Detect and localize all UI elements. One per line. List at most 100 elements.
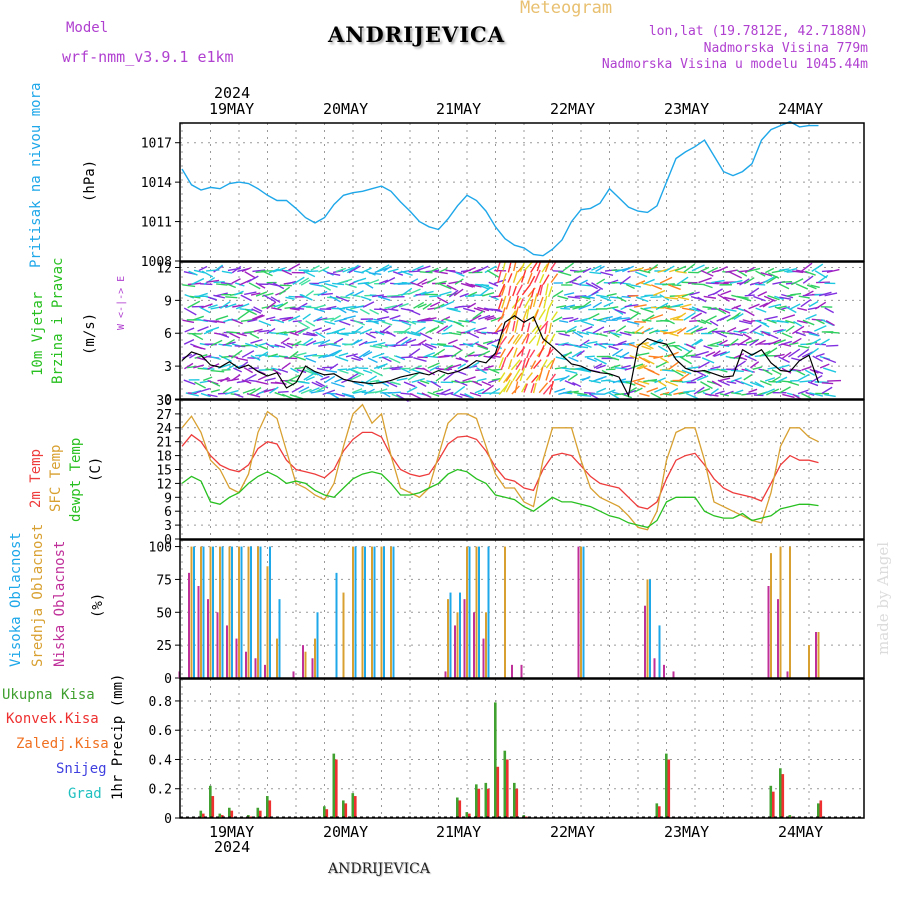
precip-frame — [179, 678, 865, 819]
wind-arrow — [593, 357, 607, 365]
cloud-low-bar — [577, 546, 580, 678]
wind-arrow — [331, 381, 345, 388]
wind-arrow — [264, 377, 276, 382]
wind-arrow — [671, 328, 682, 334]
wind-arrow — [240, 318, 255, 322]
wind-arrow — [260, 269, 273, 277]
cloud-mid-bar — [485, 612, 487, 678]
wind-arrow — [554, 366, 567, 370]
wind-arrow — [346, 264, 359, 274]
wind-arrow — [488, 368, 500, 374]
wind-arrow — [432, 348, 446, 358]
wind-arrow — [534, 269, 541, 283]
wind-arrow — [671, 368, 684, 377]
wind-arrow — [385, 380, 398, 388]
wind-arrow — [398, 302, 409, 308]
wind-arrow — [823, 357, 837, 364]
wind-arrow — [225, 303, 237, 309]
station-title: ANDRIJEVICA — [328, 22, 506, 47]
wind-arrow — [477, 345, 489, 351]
wind-arrow — [802, 275, 814, 284]
wind-arrow — [288, 263, 301, 271]
wind-arrow — [377, 343, 389, 348]
wind-arrow — [263, 388, 276, 393]
wind-arrow — [300, 279, 311, 286]
wind-arrow — [344, 283, 357, 289]
wind-arrow — [614, 392, 626, 396]
wind-arrow — [430, 380, 442, 389]
wind-arrow — [667, 332, 679, 337]
wind-arrow — [778, 283, 790, 290]
wind-arrow — [472, 310, 484, 320]
wind-arrow — [762, 299, 775, 308]
wind-arrow — [405, 338, 417, 344]
wind-arrow — [310, 283, 323, 287]
wind-arrow — [410, 343, 422, 347]
wind-arrow — [530, 383, 535, 394]
wind-arrow — [781, 332, 793, 339]
wind-arrow — [702, 306, 712, 309]
wind-arrow — [284, 306, 296, 310]
wind-arrow — [203, 276, 216, 285]
wind-arrow — [716, 368, 728, 373]
wind-arrow — [738, 269, 749, 273]
wind-arrow — [396, 377, 408, 382]
wind-arrow — [194, 381, 207, 389]
wind-arrow — [266, 327, 276, 335]
wind-arrow — [591, 264, 602, 271]
wind-arrow — [398, 319, 410, 323]
wind-arrow — [479, 287, 491, 296]
wind-arrow — [730, 377, 742, 383]
precip-total-bar — [256, 807, 260, 818]
wind-arrow — [303, 270, 316, 278]
wind-arrow — [764, 377, 776, 382]
wind-arrow — [329, 343, 341, 347]
wind-arrow — [471, 268, 482, 274]
cloud-low-bar — [254, 658, 257, 678]
cloud-high-bar — [487, 546, 490, 678]
wind-arrow — [677, 296, 690, 301]
wind-arrow — [676, 369, 687, 374]
wind-arrow — [343, 393, 356, 399]
wind-arrow — [503, 372, 512, 384]
wind-arrow — [711, 330, 726, 333]
wind-arrow — [762, 276, 775, 284]
wind-arrow — [324, 375, 336, 384]
wind-arrow — [621, 393, 632, 399]
wind-arrow — [696, 308, 707, 314]
wind-arrow — [525, 333, 530, 344]
temp-tick-label: 21 — [156, 436, 172, 451]
wind-arrow — [686, 325, 699, 333]
wind-arrow — [705, 282, 719, 285]
wind-arrow — [749, 339, 759, 347]
wind-arrow — [196, 292, 208, 298]
wind-arrow — [643, 266, 658, 272]
wind-arrow — [500, 307, 506, 320]
wind-arrow — [518, 298, 524, 309]
wind-arrow — [557, 295, 569, 300]
wind-arrow — [668, 361, 680, 370]
wind-arrow — [498, 283, 506, 298]
wind-arrow — [526, 322, 531, 333]
wind-arrow — [319, 339, 331, 346]
wind-arrow — [701, 357, 715, 364]
wind-arrow — [715, 331, 728, 338]
wind-arrow — [639, 392, 650, 397]
wind-arrow — [184, 293, 195, 299]
wind-arrow — [641, 319, 652, 322]
precip-total-bar — [817, 803, 820, 818]
wind-arrow — [268, 268, 280, 274]
wind-arrow — [451, 349, 463, 358]
temp-tick-label: 27 — [156, 408, 172, 423]
wind-arrow — [564, 329, 577, 334]
wind-arrow — [309, 387, 320, 393]
wind-arrow — [568, 356, 579, 362]
cloud-low-bar — [463, 599, 466, 678]
precip-conv-bar — [468, 813, 471, 818]
wind-arrow — [563, 304, 576, 309]
cloud-mid-bar — [342, 592, 345, 678]
wind-arrow — [733, 312, 744, 320]
wind-arrow — [739, 278, 750, 286]
wind-arrow — [705, 351, 716, 357]
wind-arrow — [193, 269, 205, 274]
